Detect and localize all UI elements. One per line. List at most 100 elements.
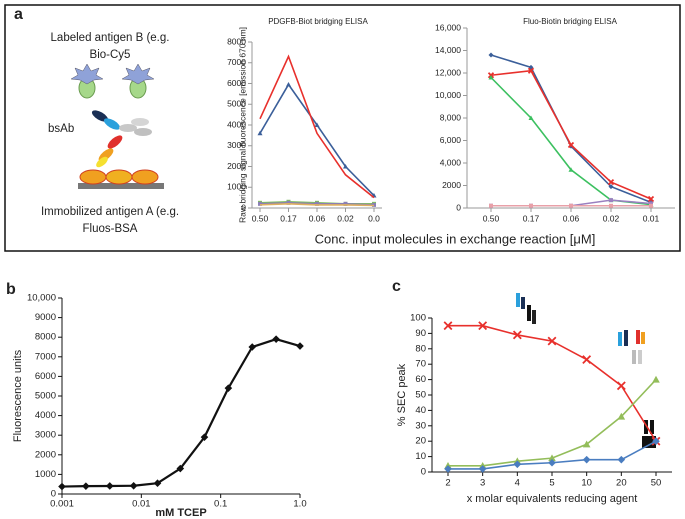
y-tick-label: 1000 xyxy=(227,182,246,192)
y-tick-label: 10,000 xyxy=(27,293,56,304)
molecule-icon xyxy=(516,293,656,448)
marker xyxy=(582,355,592,365)
marker xyxy=(567,141,575,149)
marker xyxy=(582,440,591,448)
marker xyxy=(616,381,626,391)
marker xyxy=(129,481,138,490)
y-tick-label: 10,000 xyxy=(435,90,461,100)
x-tick-label: 20 xyxy=(616,478,627,489)
marker xyxy=(568,167,574,172)
x-tick-label: 0.01 xyxy=(132,499,151,510)
y-tick-label: 3000 xyxy=(227,140,246,150)
illustration-text: Immobilized antigen A (e.g. xyxy=(41,206,179,218)
y-tick-label: 8,000 xyxy=(440,112,462,122)
marker xyxy=(443,321,453,331)
chart-title: Fluo-Biotin bridging ELISA xyxy=(523,17,617,26)
marker xyxy=(617,412,626,420)
x-tick-label: 10 xyxy=(581,478,592,489)
marker xyxy=(58,482,66,491)
x-axis-label: x molar equivalents reducing agent xyxy=(467,493,638,505)
marker xyxy=(224,384,233,392)
marker xyxy=(647,195,655,203)
y-tick-label: 100 xyxy=(410,313,426,324)
marker xyxy=(488,75,494,80)
marker xyxy=(296,342,304,350)
marker xyxy=(512,330,522,340)
series-line xyxy=(259,54,375,199)
marker xyxy=(548,458,556,467)
marker xyxy=(527,67,535,74)
y-tick-label: 4000 xyxy=(35,410,56,421)
x-tick-label: 4 xyxy=(515,478,520,489)
x-tick-label: 0.17 xyxy=(523,213,540,223)
antibody-part xyxy=(91,110,109,122)
marker xyxy=(257,130,263,136)
y-axis-label: Raw bridging signal fluorescence [emissi… xyxy=(237,27,247,223)
series-line xyxy=(259,83,375,197)
antibody-part xyxy=(119,124,137,132)
x-tick-label: 2 xyxy=(445,478,450,489)
x-tick-label: 0.06 xyxy=(309,213,326,223)
y-tick-label: 30 xyxy=(415,420,426,431)
antibody-part xyxy=(103,118,121,130)
marker xyxy=(608,184,614,190)
marker xyxy=(529,203,533,208)
x-tick-label: 0.02 xyxy=(603,213,620,223)
x-tick-label: 5 xyxy=(549,478,554,489)
y-tick-label: 90 xyxy=(415,328,426,339)
y-tick-label: 8000 xyxy=(227,36,246,46)
marker xyxy=(200,433,209,441)
x-tick-label: 0.17 xyxy=(280,213,297,223)
marker xyxy=(489,203,493,208)
series-line xyxy=(490,69,652,200)
chart-title: PDGFB-Biot bridging ELISA xyxy=(268,17,368,26)
marker xyxy=(547,336,557,346)
series-line xyxy=(259,203,375,207)
illustration-text: Bio-Cy5 xyxy=(90,49,131,61)
x-tick-label: 0.02 xyxy=(337,213,354,223)
y-tick-label: 20 xyxy=(415,436,426,447)
marker xyxy=(548,454,556,462)
x-tick-label: 0.50 xyxy=(252,213,269,223)
y-tick-label: 6000 xyxy=(227,78,246,88)
y-tick-label: 3000 xyxy=(35,430,56,441)
y-tick-label: 7000 xyxy=(35,351,56,362)
antigen-a xyxy=(105,169,133,185)
antigen-a xyxy=(131,169,159,185)
marker xyxy=(176,464,185,473)
antibody-part xyxy=(107,135,123,149)
marker xyxy=(314,122,320,127)
marker xyxy=(478,465,487,473)
y-tick-label: 5000 xyxy=(227,99,246,109)
y-tick-label: 70 xyxy=(415,359,426,370)
antibody-part xyxy=(134,128,152,136)
y-tick-label: 9000 xyxy=(35,312,56,323)
x-axis-label: Conc. input molecules in exchange reacti… xyxy=(315,231,596,246)
series-line xyxy=(490,54,652,204)
y-tick-label: 0 xyxy=(51,489,56,500)
y-tick-label: 0 xyxy=(456,202,461,212)
surface xyxy=(78,183,164,189)
panel-label: a xyxy=(14,6,23,23)
y-tick-label: 4,000 xyxy=(440,157,462,167)
y-tick-label: 40 xyxy=(415,405,426,416)
antigen-a xyxy=(79,169,107,185)
marker xyxy=(652,437,660,445)
y-tick-label: 16,000 xyxy=(435,22,461,32)
marker xyxy=(272,335,280,343)
marker xyxy=(258,201,262,206)
x-tick-label: 0.001 xyxy=(50,499,74,510)
y-tick-label: 12,000 xyxy=(435,67,461,77)
x-tick-label: 0.50 xyxy=(483,213,500,223)
marker xyxy=(343,164,348,169)
dye xyxy=(70,63,104,85)
y-tick-label: 60 xyxy=(415,374,426,385)
y-axis-label: % SEC peak xyxy=(396,363,408,426)
y-tick-label: 6,000 xyxy=(440,135,462,145)
marker xyxy=(315,201,319,206)
x-tick-label: 50 xyxy=(651,478,662,489)
y-tick-label: 6000 xyxy=(35,371,56,382)
x-tick-label: 0.1 xyxy=(214,499,227,510)
y-tick-label: 7000 xyxy=(227,57,246,67)
